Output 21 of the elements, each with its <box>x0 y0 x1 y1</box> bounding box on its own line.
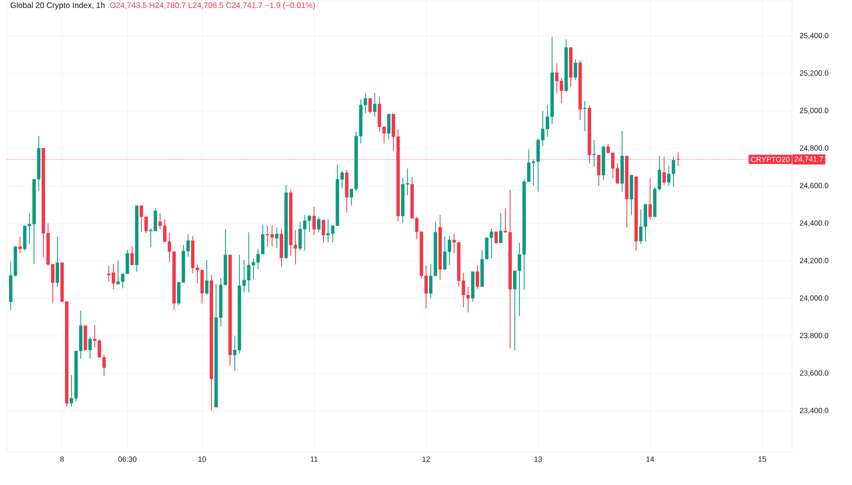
candlestick <box>373 92 376 118</box>
candlestick <box>387 114 390 140</box>
candlestick <box>476 264 480 290</box>
candlestick <box>130 246 134 266</box>
candlestick <box>317 216 320 233</box>
candlestick <box>499 212 502 244</box>
candlestick <box>630 174 634 216</box>
candlestick <box>368 98 372 114</box>
candlestick <box>322 220 326 244</box>
candlestick <box>205 260 208 296</box>
candlestick <box>88 336 92 360</box>
candlestick <box>280 228 284 268</box>
candlestick <box>648 178 652 220</box>
candlestick <box>56 236 60 288</box>
candlestick <box>275 227 278 249</box>
candlestick <box>592 140 596 168</box>
candlestick <box>18 236 22 254</box>
candlestick <box>312 206 316 236</box>
candlestick <box>494 231 498 244</box>
candlestick <box>574 59 578 80</box>
candlestick <box>583 100 586 132</box>
